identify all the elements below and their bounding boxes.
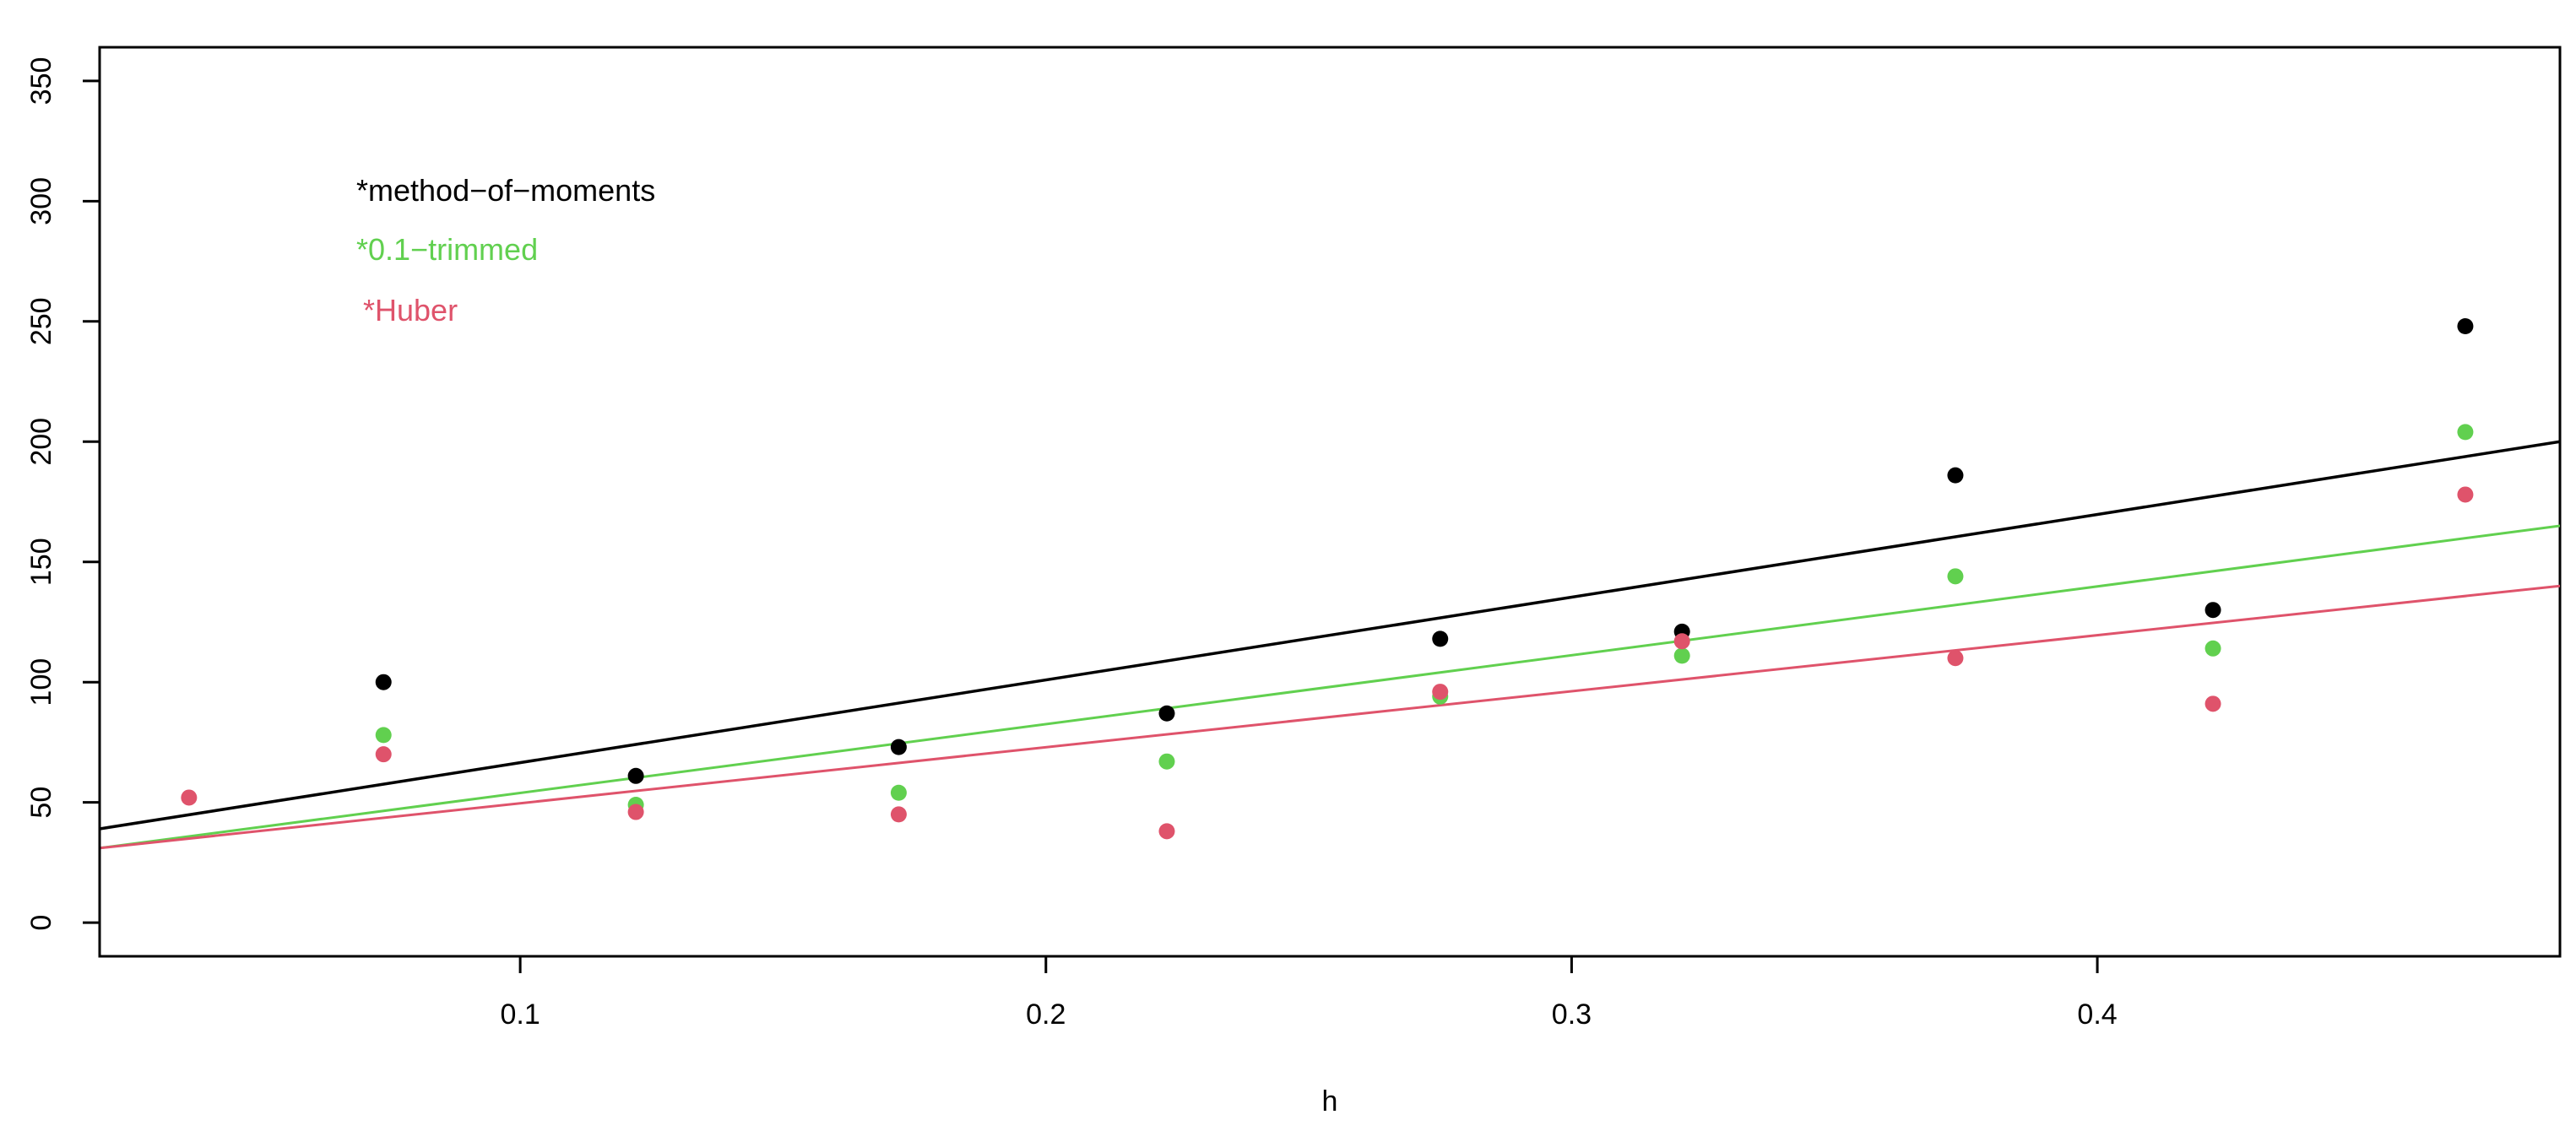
data-point (890, 806, 907, 823)
y-tick-label: 50 (25, 787, 57, 819)
data-point (1432, 684, 1449, 701)
y-axis: 0 50 100 150 200 250 300 350 (25, 57, 101, 931)
data-point (1432, 630, 1449, 647)
data-point (1158, 823, 1175, 840)
data-point (2457, 318, 2474, 335)
y-tick-label: 250 (25, 297, 57, 345)
legend: *method−of−moments *0.1−trimmed *Huber (356, 173, 655, 327)
data-point (2457, 486, 2474, 503)
data-point (1947, 568, 1964, 585)
data-point (1158, 705, 1175, 722)
fit-line (100, 440, 2560, 831)
data-point (890, 784, 907, 801)
y-tick-label: 300 (25, 177, 57, 225)
fit-line (100, 524, 2560, 850)
x-tick-label: 0.4 (2077, 998, 2117, 1031)
x-tick-label: 0.2 (1026, 998, 1066, 1031)
data-point (375, 746, 392, 763)
data-point (375, 727, 392, 744)
y-tick-label: 200 (25, 418, 57, 466)
data-point (1947, 467, 1964, 484)
data-point (627, 804, 644, 820)
y-tick-label: 0 (25, 915, 57, 931)
y-tick-label: 350 (25, 57, 57, 106)
x-axis-label: h (1322, 1085, 1338, 1117)
data-point (1673, 647, 1690, 664)
x-tick-label: 0.1 (500, 998, 540, 1031)
legend-entry: *0.1−trimmed (356, 232, 538, 267)
data-point (1158, 753, 1175, 770)
x-tick-label: 0.3 (1552, 998, 1592, 1031)
fit-lines (100, 440, 2560, 850)
data-point (1947, 650, 1964, 667)
x-axis: 0.1 0.2 0.3 0.4 (500, 955, 2118, 1031)
data-point (1673, 633, 1690, 650)
fit-line (100, 584, 2560, 850)
data-point (2205, 695, 2221, 712)
legend-entry: *Huber (363, 293, 458, 327)
data-point (375, 674, 392, 690)
data-points (181, 318, 2474, 840)
data-point (890, 739, 907, 755)
y-tick-label: 150 (25, 538, 57, 586)
data-point (627, 767, 644, 784)
data-point (2457, 424, 2474, 441)
data-point (181, 789, 198, 806)
data-point (2205, 640, 2221, 657)
data-point (2205, 602, 2221, 619)
y-tick-label: 100 (25, 658, 57, 706)
legend-entry: *method−of−moments (356, 173, 655, 208)
